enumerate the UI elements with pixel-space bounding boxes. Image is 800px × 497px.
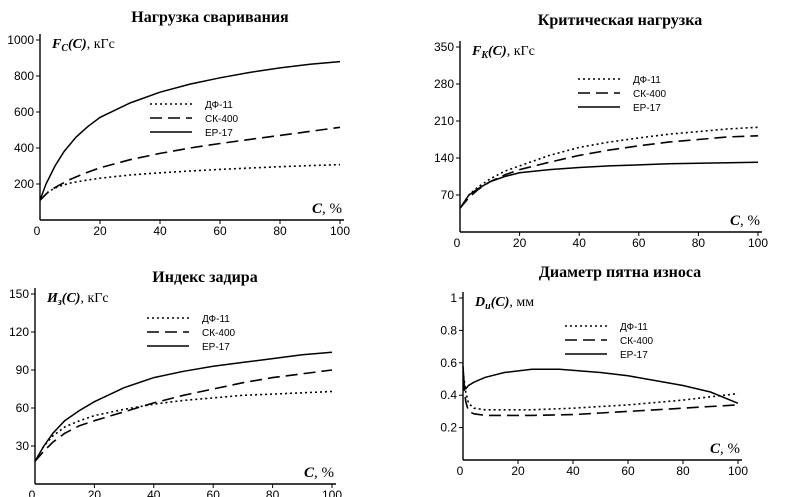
y-axis-label: FK(C), кГс <box>471 44 535 61</box>
chart-welding-load: Нагрузка сваривания 0 20 40 60 80 100 200 400 60… <box>7 9 350 238</box>
x-tick-label: 60 <box>213 224 227 238</box>
y-axis-label: FC(C), кГс <box>51 37 115 54</box>
x-tick-label: 40 <box>153 224 167 238</box>
x-tick-label: 40 <box>573 236 587 250</box>
series-line <box>39 126 341 201</box>
series-line <box>459 161 759 209</box>
legend-entry: СК-400 <box>205 114 239 125</box>
legend-entry: ЕР-17 <box>620 350 648 361</box>
chart-scuff-index: Индекс задира 0 20 40 60 80 100 30 60 90 120 150 Из… <box>9 269 342 497</box>
y-tick-label: 140 <box>434 151 454 165</box>
series-line <box>462 365 739 404</box>
y-tick-label: 350 <box>434 40 454 54</box>
x-axis-label: C, % <box>710 441 740 457</box>
x-tick-label: 20 <box>513 236 527 250</box>
y-tick-label: 150 <box>9 287 29 301</box>
x-tick-label: 100 <box>748 236 768 250</box>
chart-wear-scar-diameter: Диаметр пятна износа 0 20 40 60 80 100 0.2 0.4 0… <box>440 264 748 478</box>
series-line <box>459 135 759 209</box>
legend-entry: СК-400 <box>620 336 654 347</box>
y-tick-label: 0.4 <box>440 388 457 402</box>
x-tick-label: 0 <box>454 236 461 250</box>
chart-title: Диаметр пятна износа <box>539 264 701 281</box>
x-tick-label: 40 <box>147 488 161 497</box>
y-axis-label: Из(C), кГс <box>46 291 109 308</box>
chart-title: Нагрузка сваривания <box>131 9 289 26</box>
legend-entry: ЕР-17 <box>633 103 661 114</box>
y-tick-label: 90 <box>16 363 30 377</box>
series-line <box>39 163 341 201</box>
x-tick-label: 80 <box>266 488 280 497</box>
legend-entry: СК-400 <box>633 89 667 100</box>
x-tick-label: 60 <box>207 488 221 497</box>
x-tick-label: 100 <box>322 488 342 497</box>
chart-title: Индекс задира <box>152 269 257 286</box>
y-tick-label: 120 <box>9 325 29 339</box>
series-line <box>34 351 333 462</box>
series-line <box>462 378 739 417</box>
x-tick-label: 0 <box>34 224 41 238</box>
series-line <box>39 60 341 201</box>
x-tick-label: 40 <box>566 464 580 478</box>
legend-entry: ДФ-11 <box>620 322 648 333</box>
legend-entry: ДФ-11 <box>633 75 661 86</box>
y-tick-label: 280 <box>434 77 454 91</box>
legend-entry: ЕР-17 <box>205 128 233 139</box>
x-tick-label: 100 <box>728 464 748 478</box>
y-tick-label: 600 <box>14 105 34 119</box>
y-tick-label: 1000 <box>7 33 34 47</box>
x-tick-label: 60 <box>621 464 635 478</box>
x-axis-label: C, % <box>730 213 760 229</box>
y-tick-label: 0.6 <box>440 356 457 370</box>
y-tick-label: 0.2 <box>440 421 457 435</box>
y-tick-label: 800 <box>14 69 34 83</box>
x-tick-label: 20 <box>88 488 102 497</box>
legend-entry: ДФ-11 <box>205 100 233 111</box>
x-tick-label: 100 <box>330 224 350 238</box>
series-line <box>459 126 759 209</box>
x-axis-label: C, % <box>312 201 342 217</box>
legend-entry: СК-400 <box>202 328 236 339</box>
y-tick-label: 210 <box>434 114 454 128</box>
y-axis-label: Dи(C), мм <box>474 295 534 312</box>
y-tick-label: 30 <box>16 439 30 453</box>
y-tick-label: 1 <box>450 291 457 305</box>
y-tick-label: 60 <box>16 401 30 415</box>
chart-critical-load: Критическая нагрузка 0 20 40 60 80 100 70 140 21… <box>434 12 768 250</box>
legend-entry: ЕР-17 <box>202 342 230 353</box>
y-tick-label: 400 <box>14 141 34 155</box>
x-tick-label: 20 <box>511 464 525 478</box>
x-tick-label: 0 <box>29 488 36 497</box>
x-tick-label: 80 <box>692 236 706 250</box>
x-tick-label: 60 <box>632 236 646 250</box>
series-line <box>34 369 333 462</box>
series-line <box>462 370 739 411</box>
chart-title: Критическая нагрузка <box>538 12 702 29</box>
x-tick-label: 80 <box>676 464 690 478</box>
legend-entry: ДФ-11 <box>202 314 230 325</box>
y-tick-label: 200 <box>14 177 34 191</box>
x-tick-label: 0 <box>457 464 464 478</box>
y-tick-label: 70 <box>441 188 455 202</box>
x-tick-label: 20 <box>93 224 107 238</box>
y-tick-label: 0.8 <box>440 323 457 337</box>
x-tick-label: 80 <box>273 224 287 238</box>
x-axis-label: C, % <box>304 465 334 481</box>
